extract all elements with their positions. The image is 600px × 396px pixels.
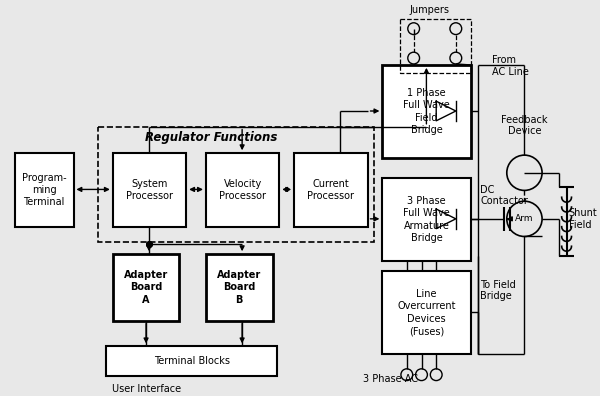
Text: Jumpers: Jumpers bbox=[410, 5, 450, 15]
Text: Feedback
Device: Feedback Device bbox=[501, 115, 548, 137]
Text: Program-
ming
Terminal: Program- ming Terminal bbox=[22, 173, 67, 208]
Text: To Field
Bridge: To Field Bridge bbox=[481, 280, 516, 301]
Text: Arm: Arm bbox=[515, 214, 533, 223]
Bar bbox=[98, 127, 374, 242]
Bar bbox=[382, 65, 470, 158]
Text: User Interface: User Interface bbox=[112, 383, 182, 394]
Bar bbox=[106, 346, 277, 376]
Text: Line
Overcurrent
Devices
(Fuses): Line Overcurrent Devices (Fuses) bbox=[397, 289, 455, 336]
Text: DC
Contactor: DC Contactor bbox=[481, 185, 528, 206]
Bar bbox=[382, 271, 470, 354]
Bar bbox=[206, 153, 280, 227]
Text: System
Processor: System Processor bbox=[126, 179, 173, 201]
Text: Adapter
Board
B: Adapter Board B bbox=[217, 270, 262, 305]
Text: 1 Phase
Full Wave
Field
Bridge: 1 Phase Full Wave Field Bridge bbox=[403, 88, 450, 135]
Bar bbox=[382, 178, 470, 261]
Text: 3 Phase
Full Wave
Armature
Bridge: 3 Phase Full Wave Armature Bridge bbox=[403, 196, 450, 243]
Bar bbox=[400, 19, 470, 73]
Text: From
AC Line: From AC Line bbox=[492, 55, 529, 77]
Bar bbox=[294, 153, 368, 227]
Bar bbox=[15, 153, 74, 227]
Text: Velocity
Processor: Velocity Processor bbox=[219, 179, 266, 201]
Text: Terminal Blocks: Terminal Blocks bbox=[154, 356, 230, 366]
Text: 3 Phase AC: 3 Phase AC bbox=[362, 374, 418, 384]
Text: Regulator Functions: Regulator Functions bbox=[145, 131, 277, 144]
Bar bbox=[206, 254, 272, 321]
Text: Shunt
Field: Shunt Field bbox=[569, 208, 597, 230]
Bar bbox=[113, 254, 179, 321]
Text: Adapter
Board
A: Adapter Board A bbox=[124, 270, 168, 305]
Text: Current
Processor: Current Processor bbox=[307, 179, 355, 201]
Bar bbox=[113, 153, 186, 227]
